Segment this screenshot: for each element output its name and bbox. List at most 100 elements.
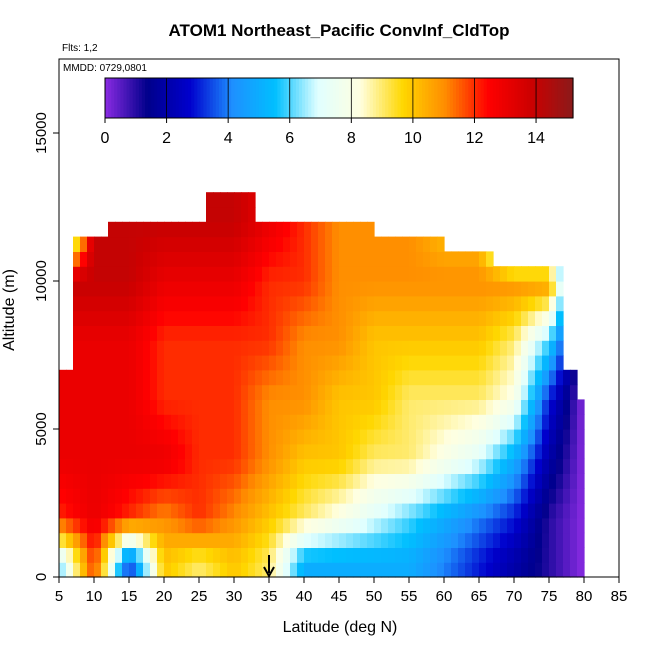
- heatmap-cell: [360, 399, 368, 415]
- heatmap-cell: [451, 517, 459, 534]
- heatmap-cell: [192, 547, 200, 563]
- heatmap-cell: [346, 369, 354, 386]
- heatmap-cell: [332, 562, 340, 578]
- heatmap-cell: [290, 295, 298, 312]
- heatmap-cell: [185, 532, 193, 548]
- heatmap-cell: [542, 473, 550, 489]
- heatmap-cell: [136, 310, 144, 326]
- heatmap-cell: [430, 429, 438, 445]
- heatmap-cell: [164, 384, 172, 400]
- heatmap-cell: [87, 458, 95, 474]
- colorbar-segment: [536, 78, 540, 118]
- heatmap-cell: [80, 325, 88, 341]
- heatmap-cell: [486, 547, 494, 563]
- heatmap-cell: [500, 310, 508, 326]
- colorbar-segment: [289, 78, 294, 118]
- heatmap-cell: [80, 340, 88, 356]
- colorbar-segment: [209, 78, 214, 118]
- heatmap-cell: [255, 443, 263, 460]
- heatmap-cell: [360, 429, 368, 445]
- heatmap-cell: [521, 458, 529, 474]
- heatmap-cell: [220, 562, 228, 578]
- heatmap-cell: [283, 399, 291, 415]
- heatmap-cell: [220, 429, 228, 445]
- heatmap-cell: [332, 414, 340, 430]
- heatmap-cell: [227, 295, 235, 312]
- heatmap-cell: [570, 503, 578, 519]
- heatmap-cell: [283, 532, 291, 548]
- heatmap-cell: [94, 488, 102, 504]
- heatmap-cell: [479, 295, 487, 312]
- colorbar-segment: [369, 78, 374, 118]
- colorbar-segment: [499, 78, 503, 118]
- colorbar-segment: [141, 78, 146, 118]
- heatmap-cell: [157, 281, 165, 297]
- heatmap-cell: [87, 547, 95, 563]
- heatmap-cell: [528, 325, 536, 341]
- heatmap-cell: [255, 399, 263, 415]
- heatmap-cell: [500, 458, 508, 474]
- heatmap-cell: [402, 458, 410, 474]
- heatmap-cell: [556, 310, 564, 326]
- heatmap-cell: [311, 399, 319, 415]
- heatmap-cell: [206, 384, 214, 400]
- heatmap-cell: [59, 414, 67, 430]
- heatmap-cell: [423, 562, 431, 578]
- heatmap-cell: [122, 443, 130, 460]
- heatmap-cell: [430, 532, 438, 548]
- heatmap-cell: [94, 251, 102, 267]
- heatmap-cell: [276, 443, 284, 460]
- x-axis-label: Latitude (deg N): [283, 619, 398, 636]
- colorbar-segment: [397, 78, 402, 118]
- heatmap-cell: [500, 443, 508, 460]
- heatmap-cell: [80, 384, 88, 400]
- latitude-marker-arrow: [263, 555, 275, 579]
- heatmap-cell: [388, 310, 396, 326]
- heatmap-cell: [171, 473, 179, 489]
- heatmap-cell: [199, 517, 207, 534]
- colorbar-segment: [566, 78, 571, 118]
- heatmap-cell: [248, 532, 256, 548]
- heatmap-cell: [542, 532, 550, 548]
- heatmap-cell: [94, 503, 102, 519]
- heatmap-cell: [549, 340, 557, 356]
- colorbar-segment: [225, 78, 229, 118]
- heatmap-cell: [528, 414, 536, 430]
- heatmap-cell: [248, 251, 256, 267]
- heatmap-cell: [108, 532, 116, 548]
- colorbar-segment: [422, 78, 426, 118]
- heatmap-cell: [325, 399, 333, 415]
- heatmap-cell: [59, 458, 67, 474]
- heatmap-cell: [255, 340, 263, 356]
- colorbar-segment: [560, 78, 565, 118]
- heatmap-cell: [220, 266, 228, 282]
- heatmap-cell: [255, 236, 263, 252]
- colorbar-segment: [274, 78, 278, 118]
- heatmap-cell: [556, 281, 564, 297]
- heatmap-cell: [332, 458, 340, 474]
- heatmap-cell: [437, 503, 445, 519]
- heatmap-cell: [255, 355, 263, 371]
- heatmap-cell: [213, 473, 221, 489]
- heatmap-cell: [199, 429, 207, 445]
- heatmap-cell: [213, 458, 221, 474]
- heatmap-cell: [311, 369, 319, 386]
- heatmap-cell: [164, 340, 172, 356]
- heatmap-cell: [472, 458, 480, 474]
- heatmap-cell: [101, 236, 109, 252]
- x-tick-label: 45: [331, 588, 348, 605]
- heatmap-cell: [87, 251, 95, 267]
- heatmap-cell: [283, 443, 291, 460]
- heatmap-cell: [507, 488, 515, 504]
- heatmap-cell: [234, 517, 242, 534]
- colorbar-segment: [169, 78, 174, 118]
- heatmap-cell: [248, 207, 256, 223]
- heatmap-cell: [227, 340, 235, 356]
- heatmap-cell: [171, 221, 179, 238]
- heatmap-cell: [290, 414, 298, 430]
- heatmap-cell: [549, 369, 557, 386]
- heatmap-cell: [416, 384, 424, 400]
- heatmap-cell: [521, 295, 529, 312]
- heatmap-cell: [367, 414, 375, 430]
- heatmap-cell: [486, 517, 494, 534]
